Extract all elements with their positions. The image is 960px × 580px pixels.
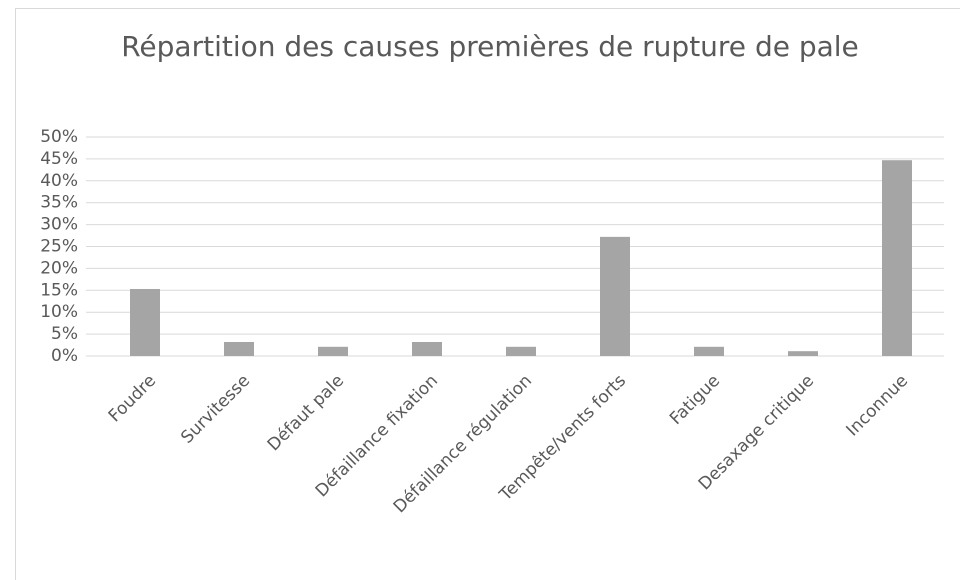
bar: [130, 288, 160, 356]
bar: [694, 346, 724, 356]
x-tick-label: Inconnue: [843, 371, 913, 441]
x-tick-label: Défaut pale: [264, 371, 348, 455]
y-tick-label: 15%: [40, 280, 78, 300]
y-tick-label: 45%: [40, 149, 78, 169]
chart-title: Répartition des causes premières de rupt…: [121, 30, 859, 63]
y-tick-label: 30%: [40, 215, 78, 235]
bar: [412, 341, 442, 356]
bar: [788, 351, 818, 356]
bar: [318, 346, 348, 356]
x-tick-label: Foudre: [105, 371, 160, 426]
y-tick-label: 50%: [40, 127, 78, 147]
y-tick-label: 5%: [51, 324, 78, 344]
y-tick-label: 35%: [40, 193, 78, 213]
y-tick-label: 40%: [40, 171, 78, 191]
y-tick-label: 20%: [40, 258, 78, 278]
bar: [506, 346, 536, 356]
x-tick-label: Fatigue: [666, 371, 724, 429]
y-tick-label: 0%: [51, 346, 78, 366]
bar: [224, 341, 254, 356]
chart-border: [15, 8, 960, 580]
bar: [882, 160, 912, 356]
y-tick-label: 10%: [40, 302, 78, 322]
bar: [600, 236, 630, 356]
x-tick-label: Survitesse: [177, 371, 254, 448]
y-tick-label: 25%: [40, 237, 78, 257]
